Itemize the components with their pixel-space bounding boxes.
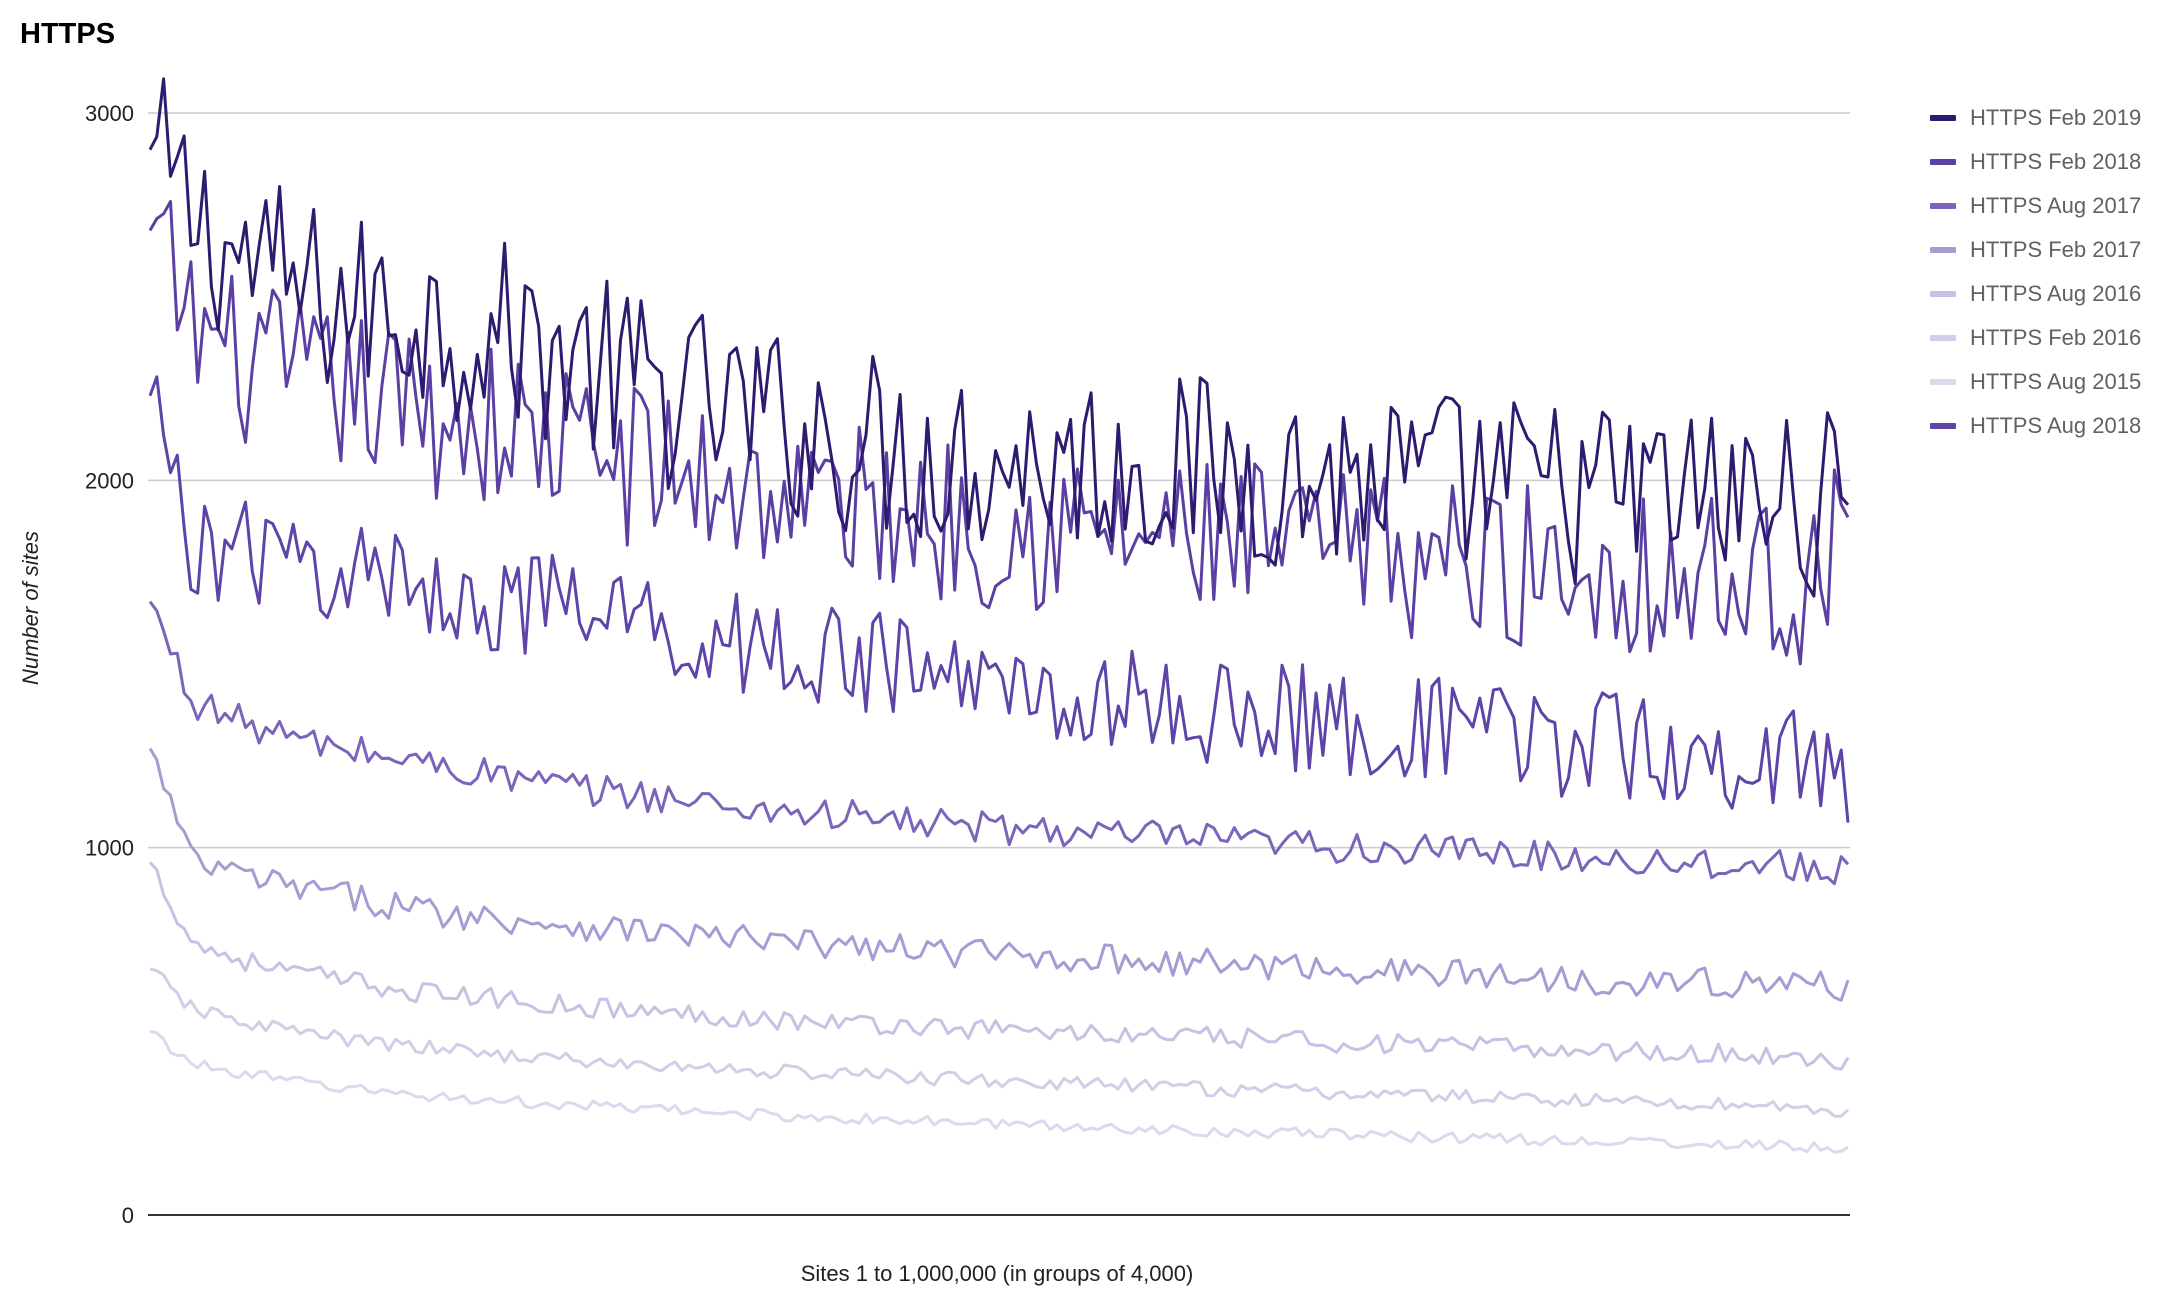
- legend-label: HTTPS Feb 2019: [1970, 105, 2142, 130]
- legend-swatch: [1930, 203, 1956, 209]
- legend-item: HTTPS Feb 2017: [1930, 228, 2141, 272]
- legend-item: HTTPS Feb 2018: [1930, 140, 2141, 184]
- y-tick-label: 3000: [85, 101, 134, 126]
- legend-label: HTTPS Feb 2018: [1970, 149, 2142, 174]
- legend-item: HTTPS Aug 2017: [1930, 184, 2141, 228]
- gridlines: [148, 112, 1850, 1216]
- legend-swatch: [1930, 247, 1956, 253]
- legend-label: HTTPS Aug 2016: [1970, 281, 2142, 306]
- series-line-https-feb-2018: [148, 200, 1850, 666]
- legend-item: HTTPS Aug 2018: [1930, 404, 2141, 448]
- series-line-https-feb-2016: [149, 967, 1850, 1118]
- legend-swatch: [1930, 159, 1956, 165]
- y-tick-labels: 0 1000 2000 3000: [85, 101, 134, 1228]
- y-tick-label: 2000: [85, 468, 134, 493]
- series-lines: [148, 77, 1850, 1154]
- legend-label: HTTPS Aug 2017: [1970, 193, 2142, 218]
- legend-item: HTTPS Aug 2016: [1930, 272, 2141, 316]
- legend-item: HTTPS Aug 2015: [1930, 360, 2141, 404]
- series-line-https-aug-2016: [148, 861, 1850, 1071]
- series-line-https-aug-2018: [148, 375, 1850, 823]
- legend-item: HTTPS Feb 2019: [1930, 96, 2141, 140]
- chart-title: HTTPS: [20, 18, 116, 50]
- series-line-https-feb-2017: [148, 747, 1850, 1002]
- legend-label: HTTPS Feb 2016: [1970, 325, 2142, 350]
- legend-swatch: [1930, 335, 1956, 341]
- series-line-https-feb-2019: [148, 77, 1850, 598]
- legend-label: HTTPS Aug 2018: [1970, 413, 2142, 438]
- legend-label: HTTPS Feb 2017: [1970, 237, 2142, 262]
- legend-swatch: [1930, 291, 1956, 297]
- series-line-https-aug-2017: [148, 600, 1850, 886]
- legend-swatch: [1930, 115, 1956, 121]
- legend-label: HTTPS Aug 2015: [1970, 369, 2142, 394]
- series-line-https-aug-2015: [149, 1029, 1849, 1154]
- y-tick-label: 0: [122, 1203, 134, 1228]
- legend-swatch: [1930, 379, 1956, 385]
- chart-legend: HTTPS Feb 2019 HTTPS Feb 2018 HTTPS Aug 20…: [1930, 96, 2141, 448]
- y-tick-label: 1000: [85, 836, 134, 861]
- legend-swatch: [1930, 423, 1956, 429]
- y-axis-label: Number of sites: [18, 531, 43, 685]
- legend-item: HTTPS Feb 2016: [1930, 316, 2141, 360]
- x-axis-label: Sites 1 to 1,000,000 (in groups of 4,000…: [801, 1261, 1194, 1286]
